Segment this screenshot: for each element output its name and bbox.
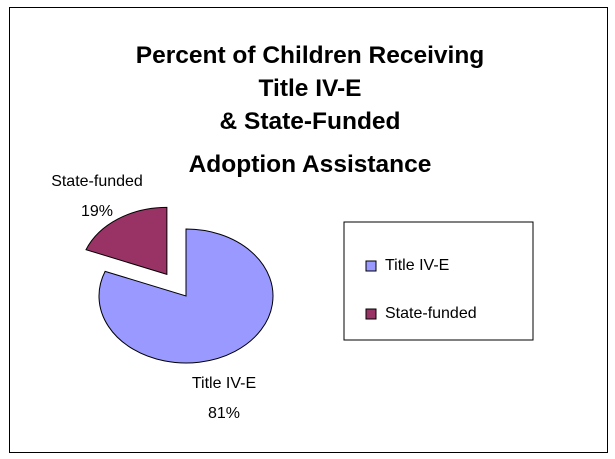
chart-title-line-3: & State-Funded xyxy=(219,108,400,135)
pie-slice-title-iv-e xyxy=(98,228,274,364)
slice-label-title-ive-pct: 81% xyxy=(208,405,240,422)
pie-plot-area xyxy=(85,206,274,364)
slice-label-title-ive-name: Title IV-E xyxy=(192,375,256,392)
chart-title: Percent of Children Receiving Title IV-E… xyxy=(136,42,485,178)
slice-label-state-funded-pct: 19% xyxy=(81,203,113,220)
chart-title-line-2: Title IV-E xyxy=(258,75,361,102)
legend-swatch-state-funded xyxy=(365,308,377,320)
pie-slice-state-funded xyxy=(85,206,168,276)
legend-swatch-title-ive xyxy=(365,260,377,272)
pie-data-labels: State-funded 19% Title IV-E 81% xyxy=(51,173,256,422)
slice-label-state-funded-name: State-funded xyxy=(51,173,143,190)
legend: Title IV-E State-funded xyxy=(343,221,534,341)
legend-label-title-ive: Title IV-E xyxy=(385,257,449,274)
chart-title-line-4: Adoption Assistance xyxy=(189,151,432,178)
chart-title-line-1: Percent of Children Receiving xyxy=(136,42,485,69)
legend-label-state-funded: State-funded xyxy=(385,305,477,322)
legend-box xyxy=(343,221,534,341)
